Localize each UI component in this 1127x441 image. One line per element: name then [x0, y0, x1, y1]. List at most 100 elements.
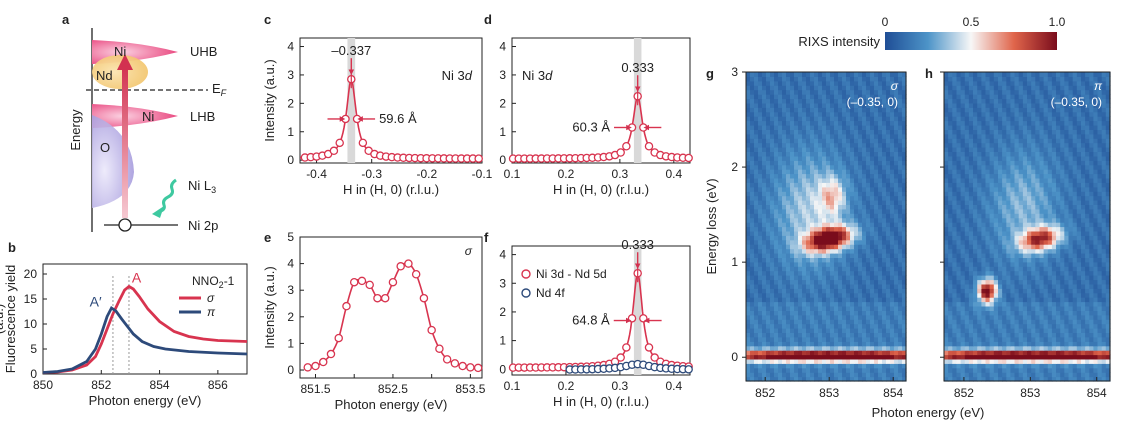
heatmap-cell-g	[858, 182, 863, 188]
heatmap-cell-g	[762, 266, 767, 272]
heatmap-cell-g	[798, 182, 803, 188]
heatmap-cell-h	[1097, 354, 1103, 360]
heatmap-cell-g	[818, 235, 823, 241]
heatmap-cell-g	[830, 248, 835, 254]
heatmap-cell-h	[1002, 186, 1007, 192]
heatmap-cell-g	[878, 138, 883, 144]
heatmap-cell-h	[1047, 182, 1053, 188]
heatmap-cell-g	[818, 292, 823, 298]
heatmap-cell-g	[822, 310, 827, 316]
heatmap-cell-g	[846, 275, 851, 281]
heatmap-cell-h	[1035, 257, 1041, 263]
heatmap-cell-g	[890, 253, 895, 258]
heatmap-cell-g	[870, 208, 875, 214]
heatmap-cell-g	[842, 336, 847, 342]
heatmap-cell-h	[1056, 332, 1061, 338]
heatmap-cell-g	[866, 191, 871, 197]
heatmap-cell-g	[778, 283, 783, 289]
heatmap-cell-h	[1051, 222, 1057, 228]
data-point-e	[466, 363, 475, 372]
heatmap-cell-h	[1089, 239, 1095, 245]
heatmap-cell-h	[989, 376, 995, 382]
heatmap-cell-g	[758, 239, 763, 245]
heatmap-cell-g	[826, 372, 831, 378]
heatmap-cell-g	[882, 107, 887, 113]
heatmap-cell-g	[834, 270, 839, 276]
heatmap-cell-g	[758, 376, 763, 382]
heatmap-cell-g	[798, 350, 803, 356]
heatmap-cell-g	[874, 72, 879, 77]
heatmap-cell-g	[898, 186, 903, 192]
heatmap-cell-h	[1097, 208, 1103, 214]
heatmap-cell-g	[902, 230, 907, 236]
heatmap-cell-g	[854, 358, 859, 364]
heatmap-cell-h	[1068, 354, 1074, 360]
heatmap-cell-g	[846, 270, 851, 276]
heatmap-cell-g	[802, 72, 807, 77]
heatmap-cell-g	[830, 341, 835, 347]
heatmap-cell-h	[1006, 310, 1012, 316]
y-tick-label-f: 2	[499, 305, 506, 319]
heatmap-cell-g	[862, 85, 867, 91]
heatmap-cell-h	[1105, 248, 1111, 254]
heatmap-cell-h	[998, 319, 1003, 325]
heatmap-cell-h	[952, 319, 958, 325]
heatmap-cell-h	[1010, 358, 1016, 364]
heatmap-cell-h	[1076, 288, 1082, 294]
heatmap-cell-h	[968, 253, 974, 258]
heatmap-cell-h	[968, 186, 974, 192]
heatmap-cell-g	[802, 319, 807, 325]
heatmap-cell-h	[956, 200, 962, 205]
heatmap-cell-h	[1018, 350, 1024, 356]
heatmap-cell-g	[878, 248, 883, 254]
heatmap-cell-g	[762, 116, 767, 122]
heatmap-cell-g	[866, 217, 871, 223]
heatmap-cell-g	[810, 358, 815, 364]
heatmap-cell-g	[870, 270, 875, 276]
heatmap-cell-g	[874, 341, 879, 347]
uhb-ni-label: Ni	[114, 44, 126, 59]
heatmap-cell-g	[886, 367, 891, 373]
heatmap-cell-g	[870, 279, 875, 285]
heatmap-cell-h	[1072, 301, 1078, 307]
heatmap-cell-g	[778, 292, 783, 298]
heatmap-cell-h	[1056, 288, 1061, 294]
heatmap-cell-g	[838, 186, 843, 192]
heatmap-cell-g	[894, 133, 899, 139]
heatmap-cell-g	[858, 226, 863, 232]
heatmap-cell-g	[874, 266, 879, 272]
heatmap-cell-g	[874, 358, 879, 364]
heatmap-cell-h	[1105, 177, 1111, 183]
heatmap-cell-g	[770, 279, 775, 285]
heatmap-cell-g	[890, 292, 895, 298]
heatmap-cell-g	[786, 367, 791, 373]
heatmap-cell-h	[1081, 297, 1086, 303]
heatmap-cell-h	[948, 345, 953, 351]
heatmap-cell-h	[1047, 345, 1053, 351]
heatmap-cell-g	[794, 336, 799, 342]
heatmap-cell-g	[894, 257, 899, 263]
heatmap-cell-h	[1072, 345, 1078, 351]
heatmap-cell-g	[846, 341, 851, 347]
heatmap-cell-h	[989, 297, 995, 303]
heatmap-cell-g	[798, 372, 803, 378]
heatmap-cell-h	[1093, 341, 1099, 347]
heatmap-cell-h	[1039, 230, 1045, 236]
heatmap-cell-g	[746, 173, 751, 179]
heatmap-cell-g	[898, 341, 903, 347]
heatmap-cell-h	[1068, 279, 1074, 285]
heatmap-cell-g	[754, 301, 759, 307]
heatmap-cell-g	[850, 358, 855, 364]
heatmap-cell-g	[778, 350, 783, 356]
heatmap-cell-h	[1043, 336, 1049, 342]
heatmap-cell-h	[1051, 354, 1057, 360]
heatmap-cell-g	[878, 279, 883, 285]
heatmap-cell-h	[1060, 253, 1065, 258]
heatmap-cell-g	[766, 169, 771, 175]
heatmap-cell-g	[814, 133, 819, 139]
heatmap-cell-g	[810, 200, 815, 205]
heatmap-cell-h	[960, 235, 966, 241]
heatmap-cell-g	[886, 120, 891, 126]
heatmap-cell-h	[964, 226, 970, 232]
heatmap-cell-g	[762, 283, 767, 289]
